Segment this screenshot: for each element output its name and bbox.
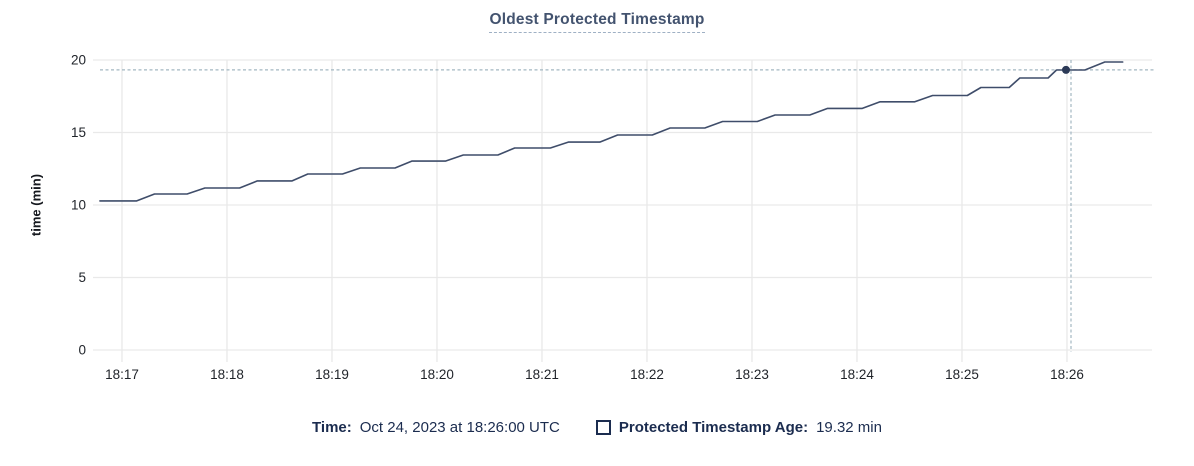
x-tick-label: 18:23 (735, 367, 769, 382)
x-tick-label: 18:24 (840, 367, 874, 382)
y-tick-label: 15 (71, 125, 86, 140)
series-value: 19.32 min (816, 419, 882, 436)
legend-series-item[interactable]: Protected Timestamp Age: 19.32 min (595, 419, 882, 436)
y-tick-label: 5 (78, 270, 86, 285)
hover-time-value: Oct 24, 2023 at 18:26:00 UTC (359, 419, 560, 436)
x-tick-label: 18:20 (420, 367, 454, 382)
series-checkbox-icon[interactable] (595, 420, 611, 435)
chart-title-row: Oldest Protected Timestamp (0, 11, 1194, 33)
chart-title[interactable]: Oldest Protected Timestamp (489, 11, 705, 33)
x-tick-label: 18:21 (525, 367, 559, 382)
hover-legend: Time: Oct 24, 2023 at 18:26:00 UTC Prote… (0, 419, 1194, 436)
x-tick-label: 18:22 (630, 367, 664, 382)
x-tick-label: 18:25 (945, 367, 979, 382)
x-tick-label: 18:18 (210, 367, 244, 382)
y-tick-label: 10 (71, 198, 86, 213)
hover-dot (1062, 65, 1070, 74)
x-tick-label: 18:19 (315, 367, 349, 382)
y-axis-label: time (min) (28, 173, 44, 237)
hover-time: Time: Oct 24, 2023 at 18:26:00 UTC (312, 419, 560, 436)
chart-canvas[interactable]: 0 5 10 15 20 18:17 18:18 18:19 18:20 18:21 18:22 18… (0, 0, 1194, 400)
x-tick-label: 18:26 (1050, 367, 1084, 382)
series-label: Protected Timestamp Age: (618, 419, 809, 436)
series-line (99, 61, 1124, 202)
hover-time-label: Time: (312, 419, 352, 436)
x-tick-label: 18:17 (105, 367, 139, 382)
y-tick-label: 0 (78, 343, 86, 358)
y-tick-label: 20 (71, 53, 86, 68)
